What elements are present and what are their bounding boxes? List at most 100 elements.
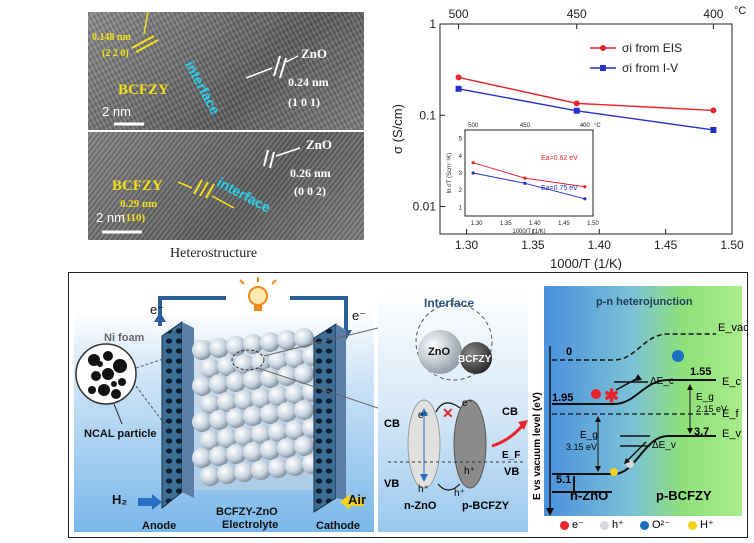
band-p-bcfzy: p-BCFZY [656,488,712,503]
band-title: p-n heterojunction [596,296,693,308]
ncal-particle [102,368,114,380]
electrolyte-particle [209,338,229,358]
electrolyte-particle [260,440,280,460]
x-tick-label: 1.35 [521,238,545,252]
legend-label: σi from I-V [622,61,678,75]
inset-annotation: Ea=0.62 eV [541,155,578,162]
ncal-particle [97,361,103,367]
inset-data-point [583,197,587,201]
eg-left: E_g [580,430,598,441]
data-point [573,107,580,114]
blocked-cross-icon: ✕ [442,405,454,421]
value-51: 5.1 [556,474,572,486]
electrolyte-particle [234,462,254,482]
band-diagram: ✱ [546,333,716,516]
legend-e: e⁻ [572,519,584,531]
band-electron [591,389,601,399]
value-0: 0 [566,346,573,358]
inset-y-tick-label: 4 [459,154,463,160]
legend-o: O²⁻ [652,519,671,531]
electrolyte-particle [277,438,297,458]
electrolyte-particle [243,442,263,462]
electrolyte-particle [260,404,280,424]
p-bcfzy-band [453,399,487,489]
ni-foam-label: Ni foam [104,332,145,344]
ec-label: E_c [722,376,741,388]
ncal-particle [91,371,101,381]
electrolyte-particle [277,330,297,350]
band-oxygen-ion [672,350,684,362]
tem-top-plane1: (2 2 0) [102,48,129,59]
ncal-particle [88,354,100,366]
n-zno-interface: n-ZnO [404,500,437,512]
ncal-particle [103,351,113,361]
inset-y-label: ln σT (Scm⁻¹K) [447,153,453,193]
value-195: 1.95 [552,392,574,404]
tem-top-d1: 0.148 nm [92,32,131,43]
zno-particle [418,330,462,374]
inset-x-tick-label: 1.30 [471,221,483,227]
tem-top-d2: 0.24 nm [288,75,329,89]
inset-data-point [523,176,527,180]
data-point [573,100,580,107]
electrolyte-particle [217,392,237,412]
h-plus-left: h⁺ [418,484,429,495]
electrolyte-particle [251,460,271,480]
electrolyte-particle [234,390,254,410]
electrolyte-particle [217,464,237,484]
electrolyte-particle [277,402,297,422]
top-tick-label: 500 [449,7,469,21]
tem-top-phase2: ZnO [301,46,328,61]
inset-y-tick-label: 5 [459,137,463,143]
legend-hplus: H⁺ [700,519,714,531]
species-legend: e⁻ h⁺ O²⁻ H⁺ [560,518,740,534]
y-axis-label: σ (S/cm) [390,104,405,154]
x-tick-label: 1.30 [455,238,479,252]
electrolyte-particle [285,384,305,404]
legend-dot-h [600,521,609,530]
air-label: Air [348,492,367,507]
data-point [455,74,462,81]
electrolyte-particle [234,426,254,446]
y-tick-label: 0.1 [419,108,436,122]
cb-left: CB [384,418,400,430]
electrolyte-particle [260,332,280,352]
electrolyte-particle [192,340,212,360]
series-line [458,76,714,112]
electrolyte-particle [192,448,212,468]
inset-y-tick-label: 1 [459,205,463,211]
value-155: 1.55 [690,366,712,378]
top-unit: °C [734,5,746,17]
interface-zno: ZnO [428,346,450,358]
y-tick-label: 1 [429,17,436,31]
cathode-plate [313,323,337,513]
x-tick-label: 1.40 [588,238,612,252]
inset-x-tick-label: 1.45 [558,221,570,227]
p-bcfzy-interface: p-BCFZY [462,500,510,512]
electrolyte-particle [200,466,220,486]
ncal-particle [118,378,126,386]
electrolyte-particle [268,422,288,442]
e-right-label: e⁻ [352,308,367,323]
legend-dot-hplus [688,521,697,530]
tem-bottom-phase2: ZnO [306,137,333,152]
inset-x-tick-label: 1.50 [587,221,599,227]
value-37: 3.7 [694,426,710,438]
electrolyte-particle [251,352,271,372]
zoom-ellipse [231,349,265,371]
inset-data-point [523,181,527,185]
interface-diagram: ✕ [388,303,528,491]
chart-frame [439,23,733,235]
data-point [710,126,717,133]
electrolyte-particles [192,328,322,486]
tem-top-plane2: (1 0 1) [288,95,320,109]
electrolyte-particle [209,410,229,430]
electrolyte-particle [285,348,305,368]
inset-x-label: 1000/T (1/K) [512,229,545,235]
electrolyte-particle [226,408,246,428]
interface-panel-bg [378,288,528,532]
eg-left-val: 3.15 eV [566,442,598,452]
electrolyte-particle [209,374,229,394]
band-ylabel: E vs vacuum level (eV) [532,392,543,500]
tem-caption: Heterostructure [170,246,258,261]
